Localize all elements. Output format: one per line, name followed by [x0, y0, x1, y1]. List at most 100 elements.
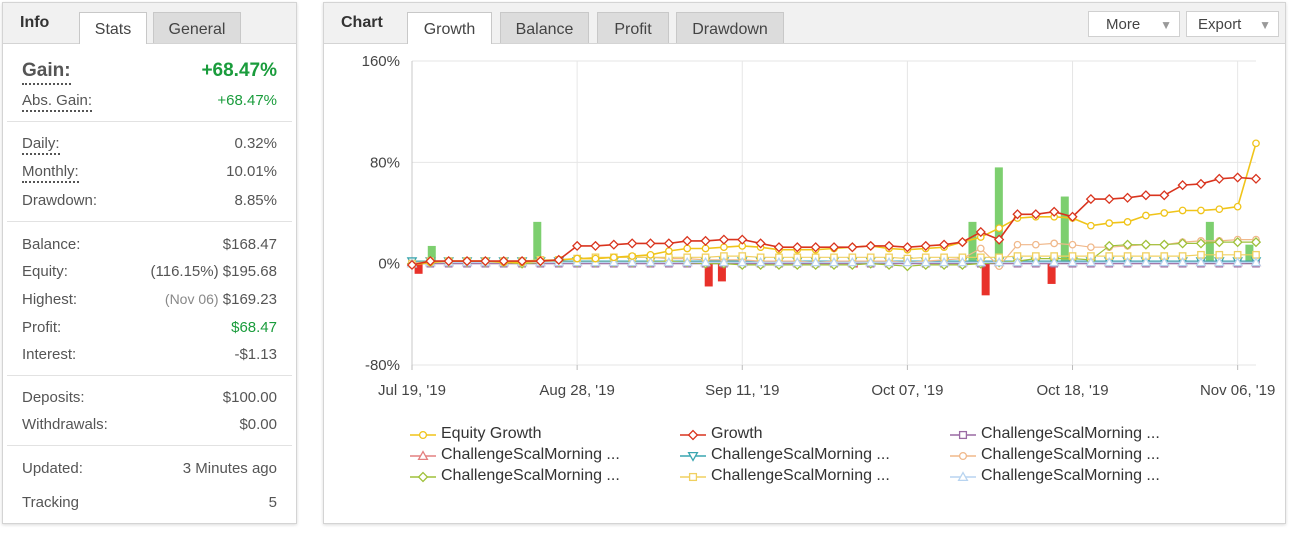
data-point	[1142, 211, 1150, 220]
data-point	[1068, 240, 1077, 249]
stats-tabbar: Info Stats General	[3, 3, 296, 44]
data-point	[1105, 219, 1114, 227]
data-point	[1232, 237, 1243, 248]
divider	[7, 121, 292, 122]
gain-label[interactable]: Gain:	[22, 60, 71, 85]
data-point	[418, 430, 428, 440]
tab-stats[interactable]: Stats	[79, 12, 147, 44]
data-point	[516, 256, 528, 267]
data-point	[498, 256, 509, 267]
data-point	[883, 256, 895, 267]
data-point	[975, 226, 986, 238]
data-point	[646, 250, 655, 259]
data-point	[1250, 237, 1262, 248]
data-point	[773, 242, 785, 253]
data-point	[975, 256, 987, 267]
data-point	[810, 256, 821, 267]
divider	[7, 375, 292, 376]
chevron-down-icon: ▼	[1160, 18, 1172, 32]
chart-panel: Chart Growth Balance Profit Drawdown Mor…	[323, 2, 1286, 524]
data-point	[957, 237, 968, 248]
data-point	[688, 472, 698, 482]
data-point	[920, 256, 932, 267]
withdrawals-label: Withdrawals:	[22, 416, 108, 433]
profit-label: Profit:	[22, 319, 62, 336]
tracking-row: Tracking 5	[22, 494, 277, 518]
data-point	[1250, 256, 1262, 267]
data-point	[1195, 238, 1207, 249]
chart-tabbar: Chart Growth Balance Profit Drawdown Mor…	[324, 3, 1285, 44]
data-point	[417, 471, 429, 483]
data-point	[1195, 178, 1207, 189]
export-dropdown[interactable]: Export ▼	[1186, 11, 1279, 37]
data-point	[791, 256, 803, 267]
data-point	[1031, 240, 1040, 249]
data-point	[1159, 239, 1170, 250]
profit-value: $68.47	[231, 319, 277, 336]
abs-gain-label[interactable]: Abs. Gain:	[22, 92, 93, 112]
x-tick-label: Jul 19, '19	[378, 382, 446, 399]
more-label: More	[1106, 16, 1141, 33]
data-point	[1013, 240, 1022, 249]
data-point	[1104, 193, 1115, 205]
stats-panel: Info Stats General Gain: +68.47% Abs. Ga…	[2, 2, 297, 524]
bar-mark	[414, 263, 423, 274]
data-point	[572, 240, 583, 252]
daily-row: Daily: 0.32%	[22, 135, 277, 159]
legend-label: ChallengeScalMorning ...	[981, 467, 1160, 484]
data-point	[865, 256, 877, 267]
legend-label: ChallengeScalMorning ...	[441, 446, 620, 463]
data-point	[665, 247, 673, 255]
profit-row: Profit: $68.47	[22, 319, 277, 343]
updated-value: 3 Minutes ago	[182, 460, 277, 477]
y-tick-label: 80%	[370, 154, 400, 171]
daily-label[interactable]: Daily:	[22, 135, 60, 155]
data-point	[687, 451, 699, 462]
bar-mark	[704, 263, 713, 287]
legend-marker-icon	[410, 471, 436, 483]
data-point	[591, 254, 600, 263]
tab-drawdown[interactable]: Drawdown	[676, 12, 784, 43]
tab-info[interactable]: Info	[20, 14, 50, 31]
data-point	[865, 240, 876, 252]
legend-label: ChallengeScalMorning ...	[441, 467, 620, 484]
data-point	[1012, 209, 1023, 220]
data-point	[1233, 202, 1242, 211]
data-point	[938, 239, 950, 250]
equity-value-group: (116.15%) $195.68	[151, 263, 278, 280]
legend-marker-icon	[680, 451, 706, 462]
legend-marker-icon	[680, 429, 706, 441]
tab-balance[interactable]: Balance	[500, 12, 589, 43]
data-point	[701, 244, 710, 253]
data-point	[958, 451, 968, 461]
monthly-label[interactable]: Monthly:	[22, 163, 79, 183]
bar-mark	[1245, 244, 1254, 264]
data-point	[1177, 238, 1188, 249]
bar-mark	[1060, 196, 1069, 264]
y-tick-label: 0%	[378, 256, 400, 273]
highest-label: Highest:	[22, 291, 78, 308]
data-point	[828, 256, 840, 267]
chart-title: Chart	[341, 14, 383, 31]
data-point	[1049, 206, 1060, 217]
tracking-label: Tracking	[22, 494, 79, 511]
data-point	[461, 256, 473, 267]
highest-row: Highest: (Nov 06) $169.23	[22, 291, 277, 315]
more-dropdown[interactable]: More ▼	[1088, 11, 1180, 37]
y-tick-label: 160%	[362, 53, 400, 70]
equity-row: Equity: (116.15%) $195.68	[22, 263, 277, 287]
data-point	[1177, 180, 1188, 191]
data-point	[1140, 239, 1152, 250]
data-point	[627, 238, 638, 249]
data-point	[755, 238, 766, 249]
tab-growth[interactable]: Growth	[407, 12, 492, 44]
data-point	[700, 256, 711, 267]
plot-area	[412, 61, 1256, 365]
legend-marker-icon	[680, 472, 706, 482]
data-point	[1140, 190, 1152, 201]
tab-general[interactable]: General	[153, 12, 241, 43]
monthly-row: Monthly: 10.01%	[22, 163, 277, 187]
balance-value: $168.47	[222, 236, 277, 253]
tab-profit[interactable]: Profit	[597, 12, 669, 43]
balance-row: Balance: $168.47	[22, 236, 277, 260]
